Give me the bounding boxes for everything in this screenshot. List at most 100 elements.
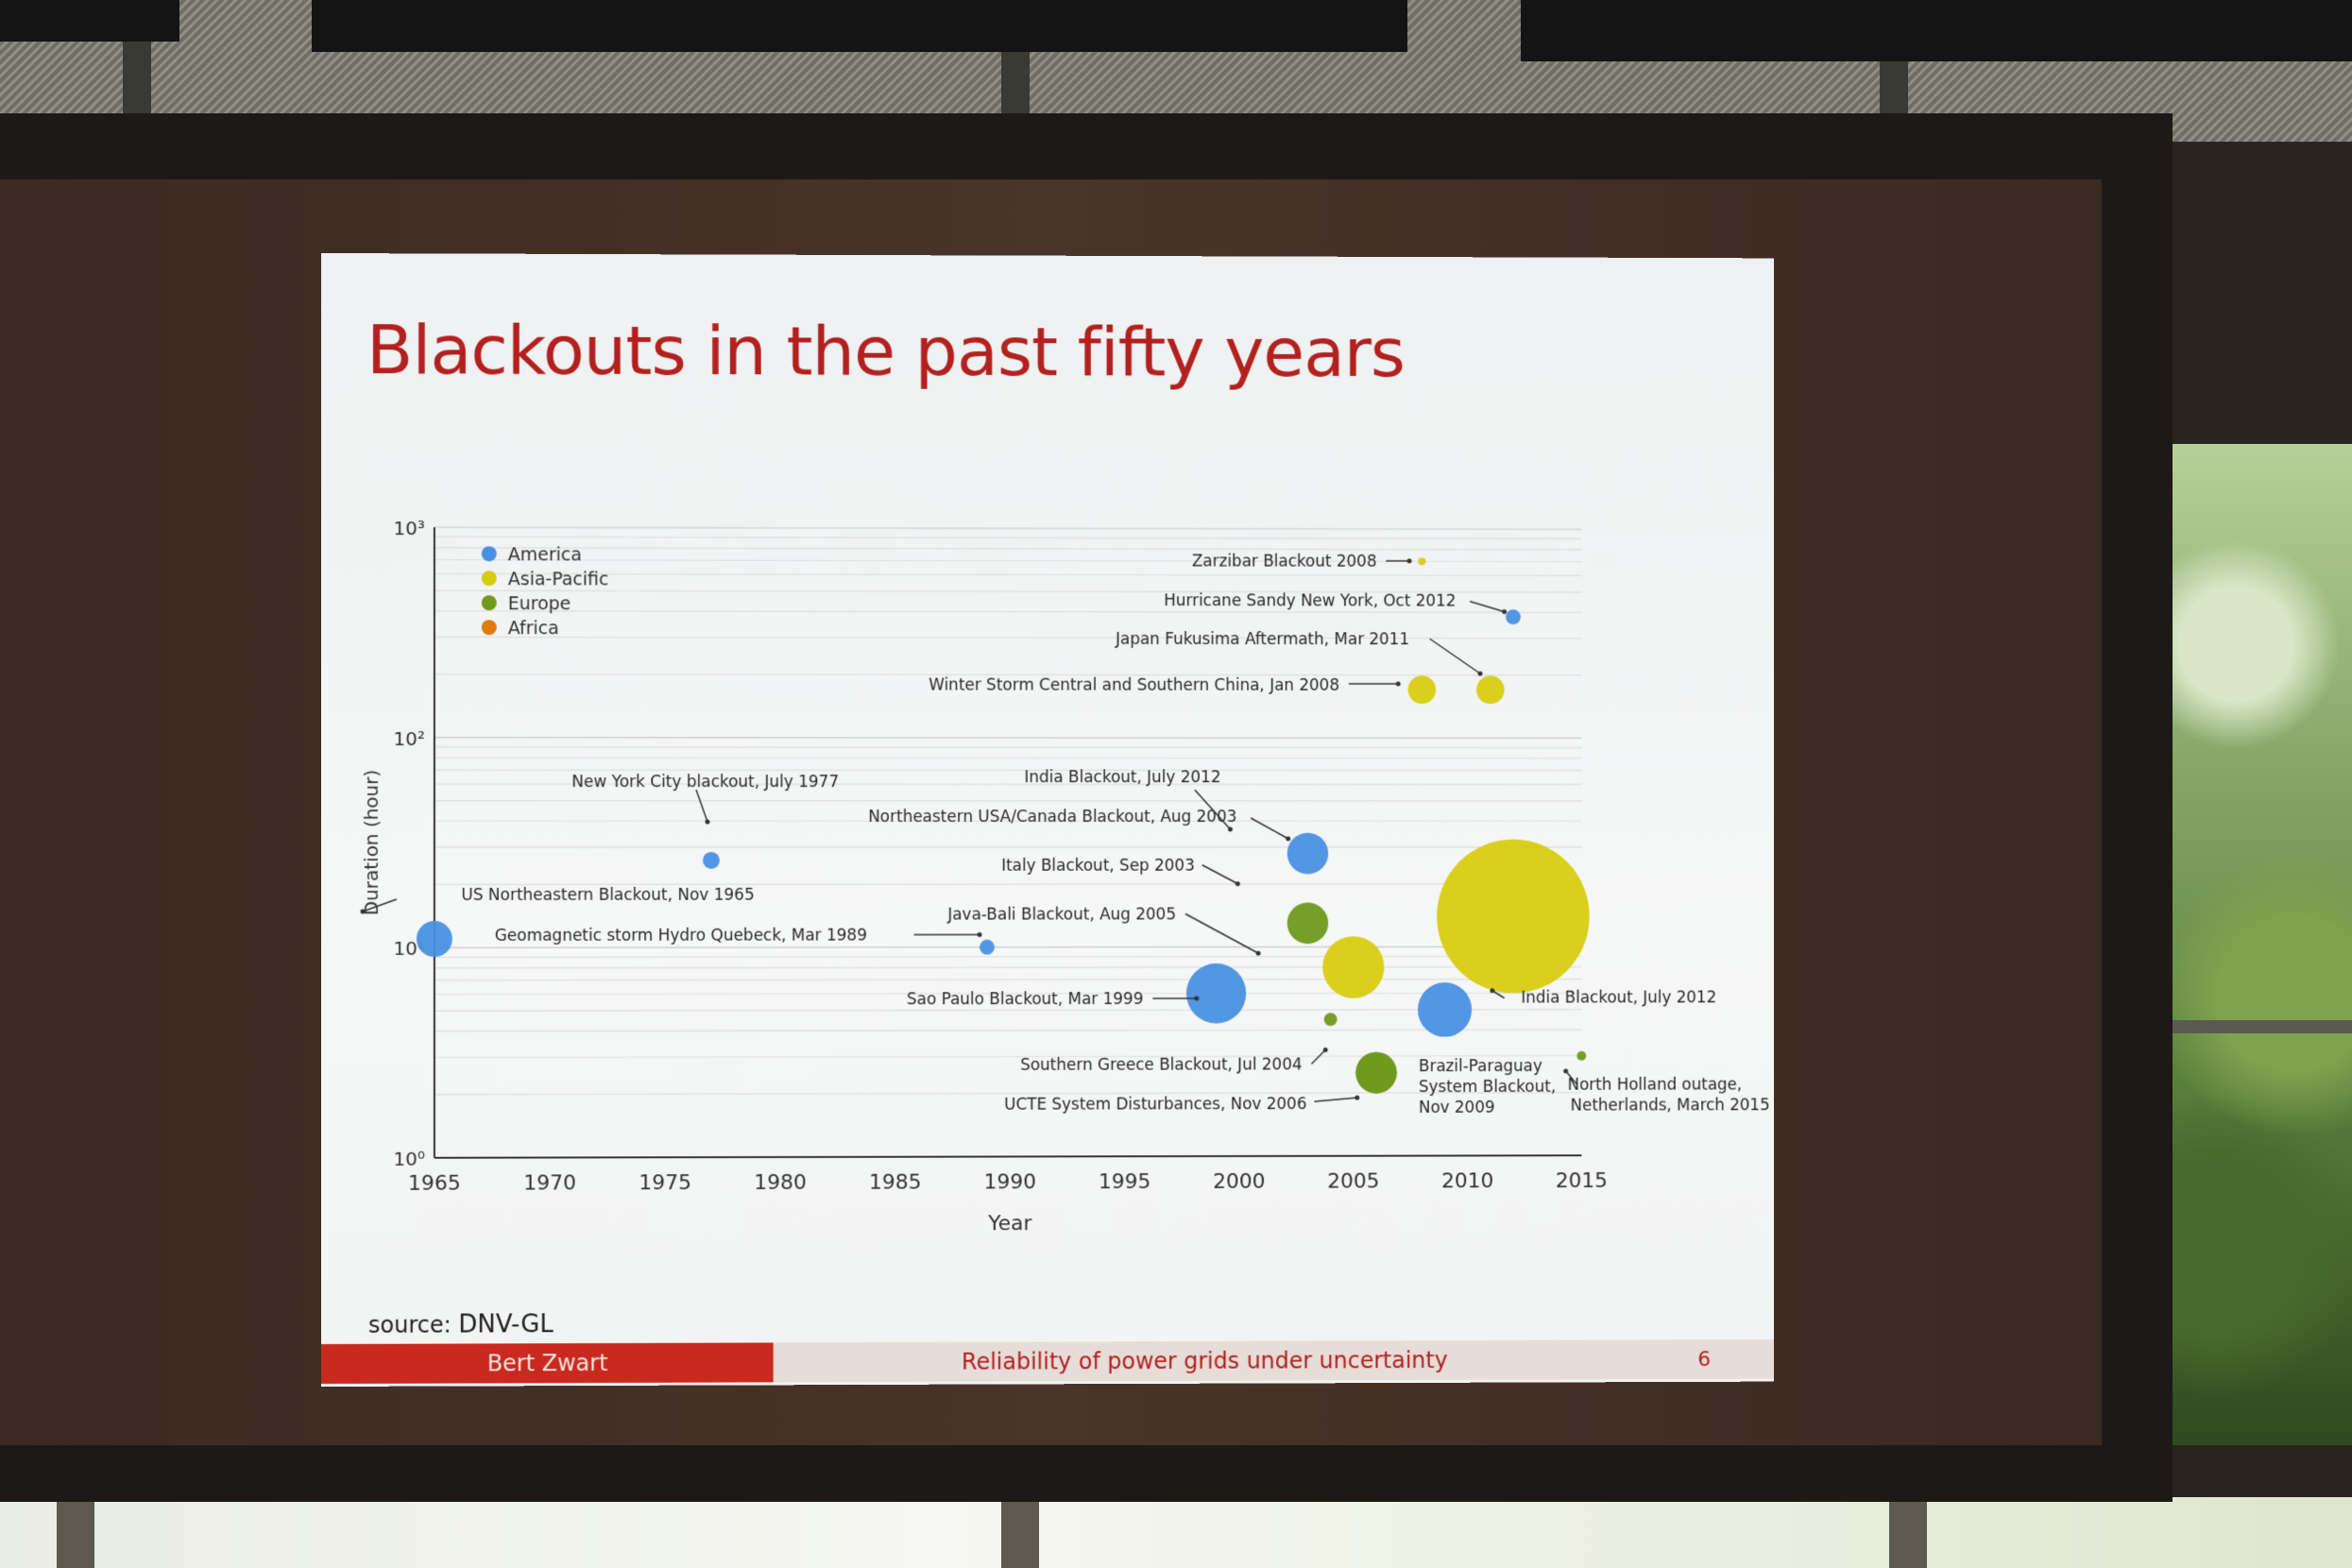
grid-line: [435, 611, 1581, 613]
data-bubble: [1287, 833, 1328, 875]
annotation-arrowhead: [360, 909, 365, 913]
x-tick-label: 1980: [754, 1171, 807, 1195]
legend-marker: [482, 595, 497, 610]
y-tick-label: 10³: [393, 517, 424, 539]
annotation-arrowhead: [1256, 951, 1261, 956]
data-bubble: [1408, 675, 1437, 704]
data-bubble: [1418, 557, 1425, 565]
grid-line: [435, 527, 1581, 529]
annotation-label: Java-Bali Blackout, Aug 2005: [946, 906, 1176, 925]
floor-window: [0, 1497, 2352, 1568]
grid-line: [435, 967, 1581, 968]
annotation-arrowhead: [1396, 681, 1401, 686]
annotation-arrowhead: [1355, 1096, 1359, 1100]
ceiling-beam: [1521, 0, 2352, 61]
footer-author: Bert Zwart: [321, 1342, 774, 1384]
y-axis-label: Duration (hour): [360, 770, 383, 916]
annotation-arrowhead: [1236, 881, 1240, 886]
window-trees: [2158, 444, 2352, 1445]
x-tick-label: 2010: [1441, 1169, 1493, 1193]
ceiling-beam: [312, 0, 1407, 52]
x-tick-label: 1990: [984, 1170, 1036, 1194]
annotation-arrow: [1202, 865, 1238, 884]
window-frame: [2158, 1020, 2352, 1033]
source-value: DNV-GL: [458, 1310, 553, 1338]
annotation-label: UCTE System Disturbances, Nov 2006: [1004, 1095, 1306, 1114]
annotation-label: Hurricane Sandy New York, Oct 2012: [1164, 591, 1456, 610]
data-bubble: [1418, 982, 1472, 1037]
annotation-label: US Northeastern Blackout, Nov 1965: [461, 886, 754, 905]
annotation-arrowhead: [1407, 558, 1412, 563]
data-bubble: [1324, 1013, 1338, 1026]
annotation-arrow: [1311, 1049, 1325, 1064]
legend-label: America: [508, 544, 582, 565]
legend-marker: [482, 546, 497, 561]
annotation-label: Zarzibar Blackout 2008: [1192, 553, 1377, 571]
data-bubble: [1577, 1051, 1586, 1061]
annotation-arrowhead: [1563, 1068, 1568, 1073]
x-axis: [435, 1155, 1581, 1158]
annotation-arrowhead: [1490, 988, 1494, 993]
legend-label: Asia-Pacific: [508, 569, 609, 589]
annotation-label: Brazil-Paraguay: [1419, 1057, 1542, 1076]
annotation-arrowhead: [705, 820, 709, 825]
blackout-bubble-chart: 1965 1970 1975 1980 1985 1990 1995 2000 2005 2010…: [321, 253, 1774, 1339]
grid-line: [435, 1010, 1581, 1011]
grid-line: [435, 738, 1581, 739]
annotation-arrowhead: [1323, 1048, 1328, 1052]
legend-marker: [482, 571, 497, 586]
annotation-arrow: [1430, 639, 1480, 673]
window-post: [57, 1497, 94, 1568]
x-tick-label: 1970: [523, 1171, 576, 1195]
annotation-label: India Blackout, July 2012: [1521, 988, 1716, 1007]
data-bubble: [1355, 1052, 1396, 1094]
ceiling-beam: [0, 0, 179, 42]
annotation-arrowhead: [1478, 672, 1483, 676]
annotation-arrowhead: [1228, 827, 1233, 831]
legend-marker: [482, 620, 497, 635]
annotation-arrow: [1314, 1098, 1356, 1101]
data-bubble: [1476, 675, 1505, 704]
x-tick-label: 1985: [869, 1171, 922, 1195]
footer-title: Reliability of power grids under uncerta…: [774, 1340, 1635, 1383]
annotation-arrow: [1470, 602, 1504, 612]
y-tick-label: 10²: [393, 727, 424, 750]
data-bubble: [703, 852, 720, 869]
data-bubble: [980, 940, 995, 955]
annotation-label: Winter Storm Central and Southern China,…: [929, 676, 1339, 695]
annotation-arrowhead: [978, 932, 982, 937]
grid-line: [435, 1056, 1581, 1058]
annotation-label: Sao Paulo Blackout, Mar 1999: [907, 990, 1144, 1009]
annotation-arrowhead: [1502, 609, 1507, 614]
x-tick-label: 2015: [1556, 1169, 1608, 1193]
data-bubble: [1506, 609, 1521, 624]
data-bubble: [417, 921, 452, 957]
annotation-label: Netherlands, March 2015: [1571, 1096, 1770, 1115]
grid-line: [435, 747, 1581, 748]
window-post: [1001, 1497, 1039, 1568]
x-tick-label: 2005: [1327, 1170, 1379, 1194]
grid-line: [435, 946, 1581, 947]
legend-label: Africa: [508, 618, 559, 639]
x-tick-label: 1975: [639, 1171, 691, 1195]
x-tick-label: 1995: [1099, 1170, 1150, 1194]
grid-line: [435, 956, 1581, 957]
y-tick-label: 10⁰: [393, 1148, 424, 1170]
grid-line: [435, 1093, 1581, 1095]
data-bubble: [1186, 963, 1246, 1024]
page-number: 6: [1634, 1339, 1773, 1379]
annotation-label: Southern Greece Blackout, Jul 2004: [1020, 1055, 1302, 1074]
legend-label: Europe: [508, 593, 571, 614]
data-bubble: [1322, 936, 1384, 998]
annotation-label: New York City blackout, July 1977: [571, 773, 839, 792]
x-tick-label: 2000: [1213, 1170, 1265, 1194]
annotation-label: Japan Fukusima Aftermath, Mar 2011: [1115, 630, 1409, 649]
annotation-label: Northeastern USA/Canada Blackout, Aug 20…: [868, 808, 1236, 827]
grid-line: [435, 638, 1581, 639]
annotation-label: India Blackout, July 2012: [1024, 768, 1220, 787]
x-axis-label: Year: [987, 1212, 1032, 1236]
grid-line: [435, 548, 1581, 550]
source-label: source:: [368, 1312, 452, 1338]
data-bubble: [1287, 902, 1328, 944]
annotation-label: Italy Blackout, Sep 2003: [1001, 857, 1195, 876]
